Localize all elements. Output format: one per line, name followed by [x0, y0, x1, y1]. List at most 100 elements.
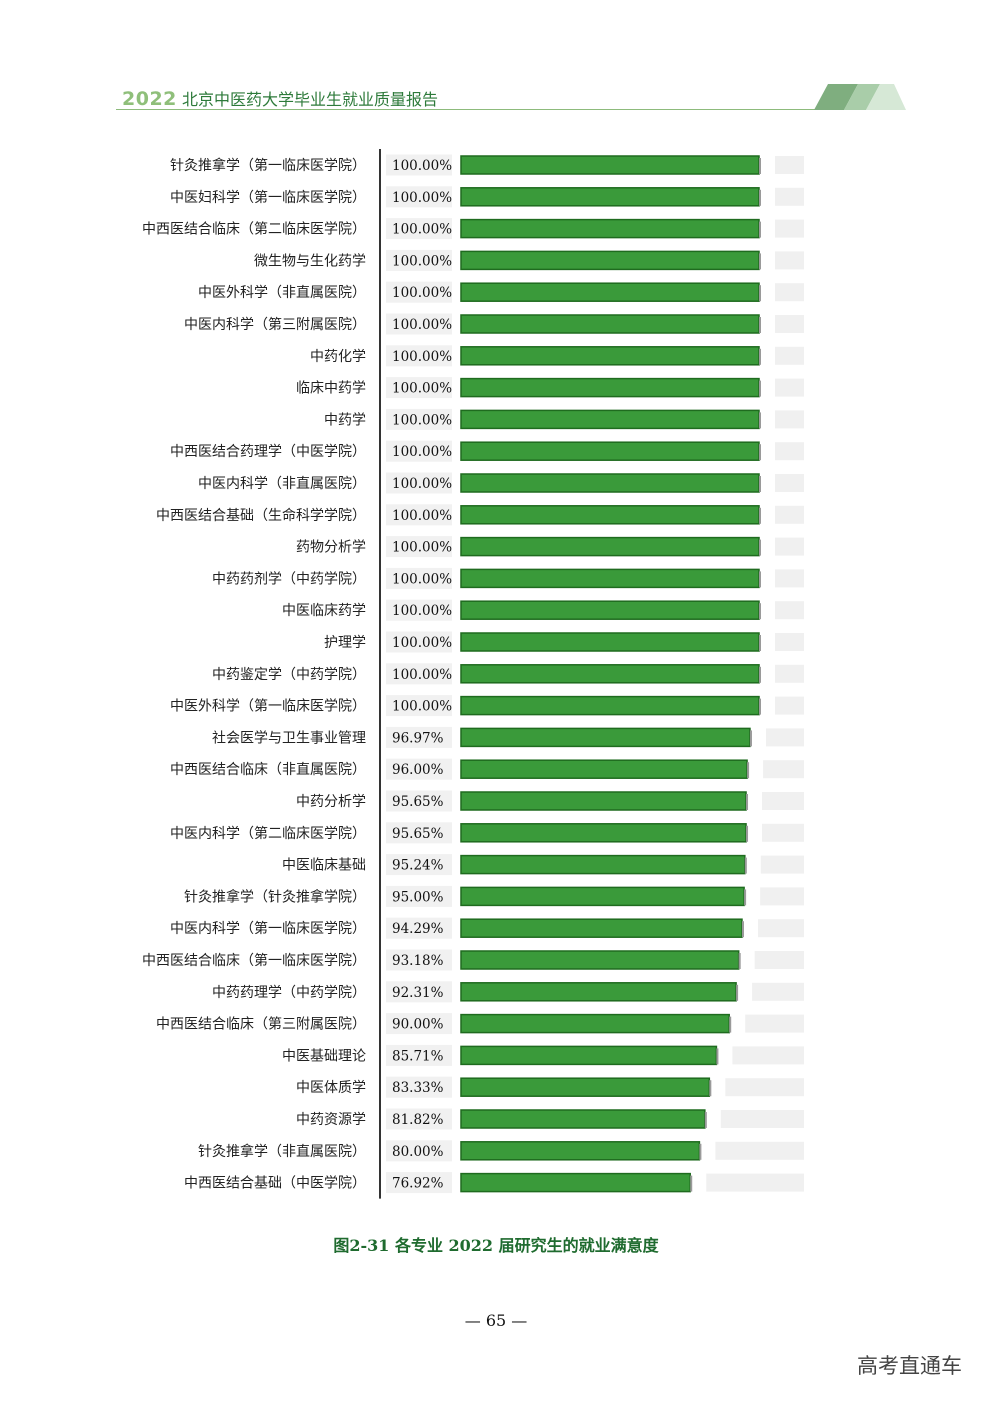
watermark: 高考直通车	[857, 1354, 962, 1378]
category-label: 中药化学	[310, 349, 366, 365]
category-label: 中西医结合临床（第三附属医院）	[156, 1016, 366, 1033]
value-label-box	[386, 1044, 452, 1066]
bar	[460, 441, 760, 461]
value-label: 100.00%	[392, 349, 452, 365]
bar	[460, 759, 748, 779]
bar-track	[775, 601, 804, 620]
bar	[460, 886, 745, 907]
bar-track	[775, 219, 804, 238]
value-label-box	[386, 854, 452, 876]
value-label: 92.31%	[392, 985, 444, 1001]
value-label: 100.00%	[392, 317, 452, 333]
bar-shadow	[744, 857, 747, 874]
value-label-box	[386, 726, 452, 748]
category-label: 中西医结合临床（第二临床医学院）	[142, 221, 366, 238]
bar-track	[775, 569, 804, 588]
value-label-box	[386, 631, 452, 653]
bar-track	[775, 537, 804, 556]
value-label-box	[386, 472, 452, 494]
value-label: 95.24%	[392, 858, 444, 874]
category-label: 中医基础理论	[282, 1047, 366, 1064]
category-label: 微生物与生化药学	[254, 253, 366, 269]
bar	[460, 823, 747, 843]
bar-shadow	[759, 635, 761, 651]
bar-track	[775, 664, 804, 683]
value-label-box	[386, 1140, 452, 1162]
bar	[460, 568, 760, 589]
value-label: 81.82%	[392, 1112, 444, 1128]
bar-track	[775, 442, 804, 461]
category-label: 中医临床基础	[282, 857, 366, 874]
category-label: 中医体质学	[296, 1080, 366, 1096]
bar	[460, 1172, 691, 1193]
bar-shadow	[759, 571, 761, 588]
bar	[460, 314, 760, 334]
value-label: 93.18%	[392, 953, 444, 969]
bar-track	[720, 1110, 804, 1128]
value-label: 100.00%	[392, 476, 452, 492]
value-label: 80.00%	[392, 1144, 444, 1160]
bar-shadow	[749, 730, 752, 747]
bar-shadow	[704, 1112, 707, 1128]
bar-shadow	[759, 317, 761, 333]
value-label: 100.00%	[392, 667, 452, 683]
bar-shadow	[759, 380, 761, 397]
bar	[460, 473, 760, 493]
value-label: 100.00%	[392, 158, 452, 174]
category-label: 中医内科学（第二临床医学院）	[170, 825, 366, 842]
bar-shadow	[744, 889, 747, 906]
bar-track	[706, 1173, 804, 1192]
bar-track	[775, 315, 804, 333]
bar	[460, 950, 740, 970]
bar-track	[760, 855, 804, 874]
value-label: 96.97%	[392, 730, 444, 746]
category-label: 中药鉴定学（中药学院）	[212, 667, 366, 683]
chart-title: 图2-31 各专业 2022 届研究生的就业满意度	[333, 1236, 659, 1255]
value-label-box	[386, 1013, 452, 1035]
bar-track	[775, 156, 804, 174]
bar-track	[752, 982, 804, 1001]
category-label: 社会医学与卫生事业管理	[212, 730, 366, 746]
category-label: 中药药剂学（中药学院）	[212, 571, 366, 587]
bar-shadow	[759, 476, 761, 492]
bar	[460, 1109, 706, 1129]
value-label-box	[386, 186, 452, 208]
value-label-box	[386, 154, 452, 176]
bar	[460, 1013, 730, 1034]
value-label-box	[386, 1108, 452, 1130]
bar-shadow	[759, 285, 761, 302]
category-label: 中西医结合基础（生命科学学院）	[156, 507, 366, 524]
bar-shadow	[759, 348, 761, 365]
value-label: 100.00%	[392, 540, 452, 556]
bar-track	[754, 951, 804, 969]
value-label: 100.00%	[392, 190, 452, 206]
bar-shadow	[759, 221, 761, 238]
category-label: 临床中药学	[296, 381, 366, 397]
value-label-box	[386, 885, 452, 907]
bar	[460, 695, 760, 716]
bar	[460, 727, 751, 748]
bar-track	[762, 792, 804, 810]
category-label: 中医临床药学	[282, 603, 366, 619]
value-label-box	[386, 440, 452, 462]
bar-track	[725, 1078, 804, 1097]
bar-track	[775, 474, 804, 492]
value-label: 85.71%	[392, 1048, 444, 1064]
bar	[460, 282, 760, 302]
bar	[460, 1045, 718, 1066]
header-text: 北京中医药大学毕业生就业质量报告	[181, 90, 438, 109]
bar-track	[775, 633, 804, 651]
value-label: 95.00%	[392, 889, 444, 905]
category-label: 中西医结合临床（第一临床医学院）	[142, 952, 366, 969]
value-label-box	[386, 981, 452, 1003]
bar	[460, 664, 760, 684]
bar-shadow	[759, 698, 761, 715]
value-label-box	[386, 917, 452, 939]
category-label: 中医内科学（第一临床医学院）	[170, 920, 366, 937]
value-label-box	[386, 408, 452, 430]
value-label: 100.00%	[392, 222, 452, 238]
bar	[460, 346, 760, 366]
bar-shadow	[759, 666, 761, 683]
value-label-box	[386, 249, 452, 271]
value-label: 95.65%	[392, 826, 444, 842]
